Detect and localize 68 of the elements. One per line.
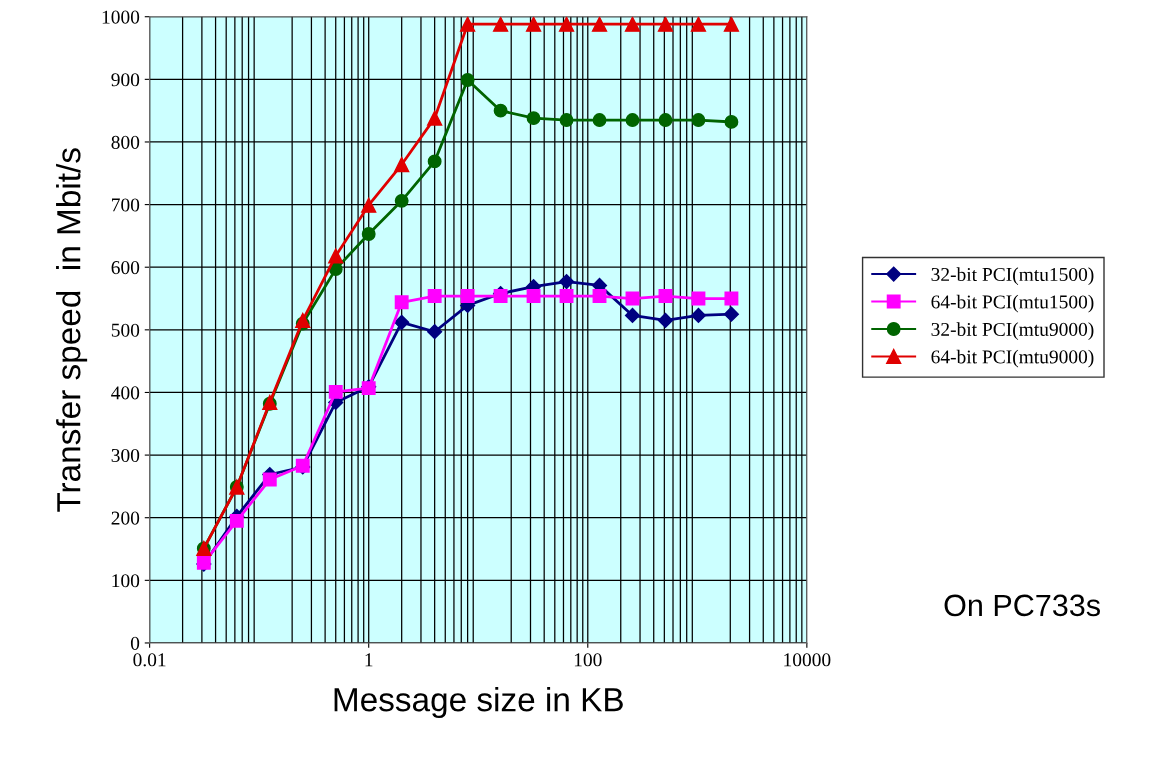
y-tick-label: 1000	[102, 10, 140, 24]
point	[658, 289, 673, 303]
point	[657, 312, 674, 329]
point	[691, 291, 706, 306]
x-tick-label: 10000	[784, 653, 831, 667]
y-tick-label: 200	[111, 511, 140, 525]
point	[592, 289, 607, 303]
y-tick-label: 600	[111, 261, 140, 275]
legend-label: 32-bit PCI(mtu9000)	[931, 322, 1094, 340]
point	[559, 289, 574, 303]
point	[394, 314, 410, 330]
point	[526, 289, 541, 303]
x-axis-title: Message size in KB	[334, 686, 623, 719]
point	[691, 113, 706, 127]
y-tick-label: 700	[112, 198, 140, 212]
point	[657, 16, 674, 32]
x-tick-label: 1	[365, 653, 373, 667]
point	[526, 111, 541, 126]
point	[229, 513, 244, 528]
point	[295, 312, 311, 329]
legend-label: 64-bit PCI(mtu1500)	[931, 294, 1094, 313]
point	[394, 156, 410, 173]
point	[460, 289, 475, 303]
point	[592, 113, 607, 127]
point	[624, 307, 641, 324]
point	[492, 16, 509, 32]
point	[559, 113, 574, 127]
point	[262, 472, 277, 487]
point	[690, 307, 707, 324]
x-tick-label: 100	[574, 653, 602, 667]
point	[427, 324, 443, 340]
legend-label: 32-bit PCI(mtu1500)	[931, 267, 1094, 285]
point	[625, 113, 640, 127]
point	[427, 154, 442, 169]
point	[690, 16, 707, 32]
y-tick-label: 100	[112, 574, 140, 588]
point	[460, 73, 475, 87]
legend-label: 64-bit PCI(mtu9000)	[931, 349, 1094, 368]
point	[558, 16, 575, 32]
point	[361, 227, 376, 241]
point	[723, 306, 739, 322]
y-axis-title: Transfer speed in Mbit/s	[56, 148, 88, 512]
point	[328, 384, 343, 399]
point	[493, 103, 508, 118]
point	[459, 16, 476, 32]
y-tick-label: 0	[130, 636, 140, 650]
text: On PC733s	[944, 594, 1100, 617]
point	[328, 248, 344, 264]
point	[525, 16, 542, 32]
point	[624, 16, 641, 32]
point	[394, 193, 409, 208]
y-tick-label: 400	[111, 386, 140, 400]
y-tick-label: 900	[111, 73, 140, 87]
y-tick-label: 800	[111, 135, 140, 149]
point	[591, 16, 608, 32]
point	[427, 289, 442, 303]
point	[723, 16, 740, 32]
x-tick-label: 0.01	[133, 653, 166, 667]
y-tick-label: 300	[111, 448, 140, 463]
y-tick-label: 500	[111, 323, 140, 337]
point	[558, 274, 575, 290]
point	[394, 295, 409, 310]
point	[361, 197, 377, 213]
point	[724, 114, 739, 129]
point	[427, 110, 443, 126]
point	[658, 113, 673, 127]
point	[724, 291, 739, 306]
point	[493, 289, 508, 303]
